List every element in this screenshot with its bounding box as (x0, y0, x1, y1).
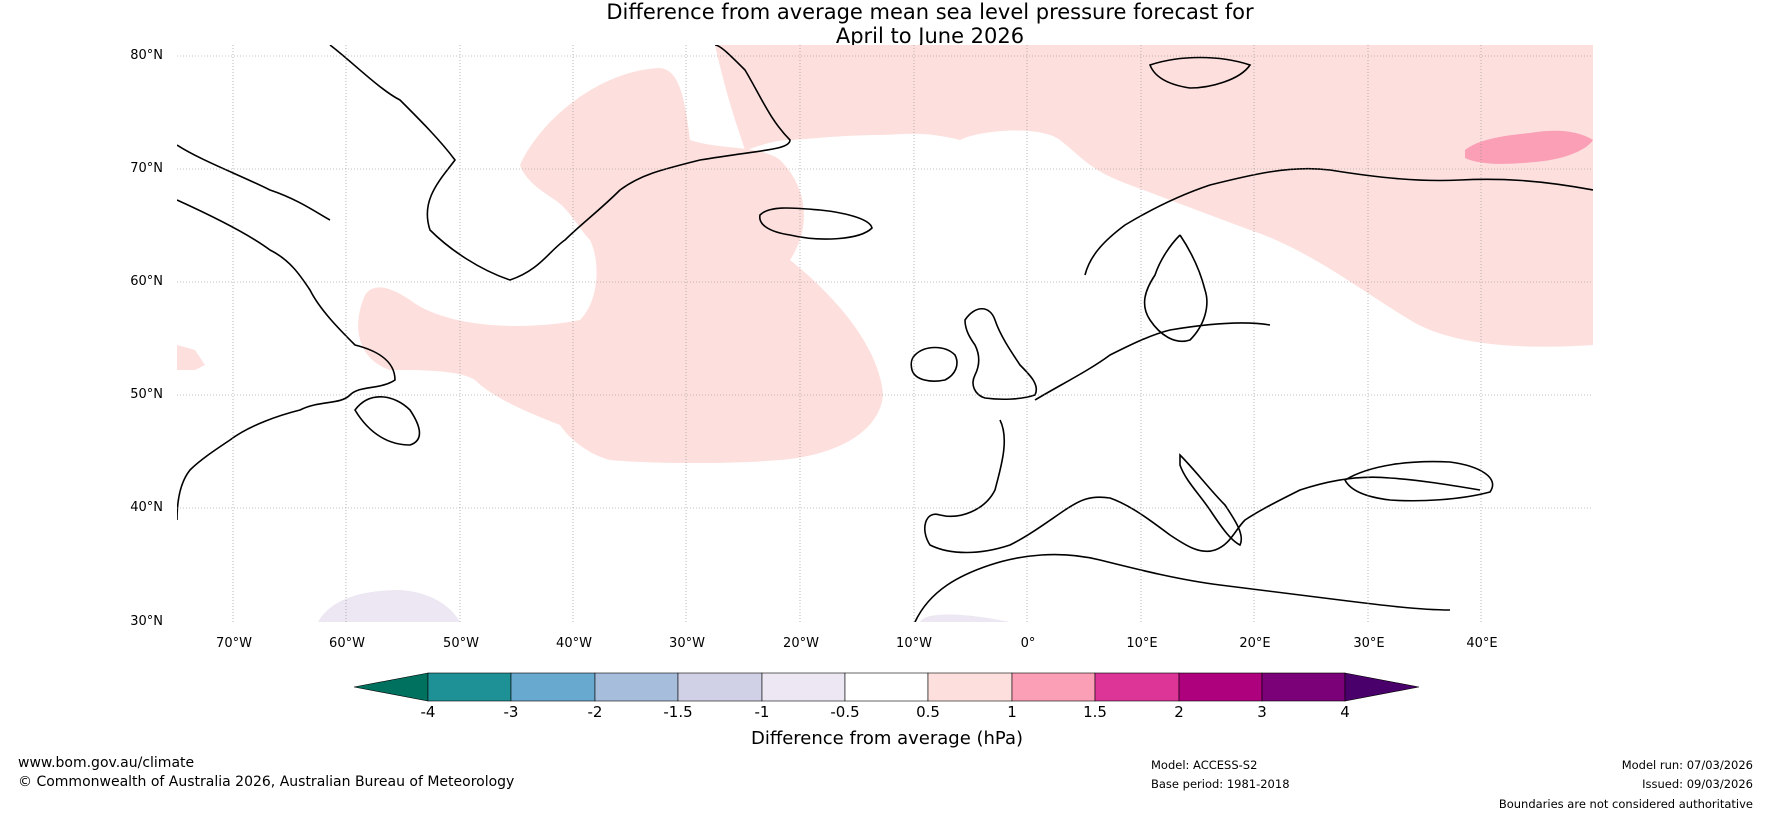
colorbar (353, 672, 1420, 702)
colorbar-tick-label: -1 (754, 703, 770, 721)
longitude-label: 40°W (556, 636, 592, 651)
colorbar-tick-label: 1.5 (1083, 703, 1107, 721)
coast-italy (1179, 453, 1243, 547)
anomaly-region-barents (1465, 130, 1593, 164)
colorbar-segment (1261, 672, 1346, 702)
copyright-text: © Commonwealth of Australia 2026, Austra… (18, 774, 515, 790)
colorbar-tick-label: 4 (1340, 703, 1350, 721)
graticule (177, 45, 1593, 622)
colorbar-segment (1094, 672, 1180, 702)
anomaly-region-atlantic (358, 68, 883, 464)
longitude-label: 30°E (1353, 636, 1385, 651)
anomaly-region-south (920, 614, 1010, 622)
title-line-2: April to June 2026 (835, 24, 1025, 48)
coast-europe (924, 322, 1481, 554)
issued-text: Issued: 09/03/2026 (1642, 777, 1753, 791)
latitude-label: 60°N (130, 274, 163, 289)
colorbar-extend-low (353, 672, 429, 702)
colorbar-segment (844, 672, 929, 702)
colorbar-segment (427, 672, 512, 702)
colorbar-segment (677, 672, 763, 702)
disclaimer-text: Boundaries are not considered authoritat… (1498, 797, 1753, 811)
coast-ireland (910, 346, 958, 382)
longitude-label: 10°W (896, 636, 932, 651)
anomaly-shading (177, 45, 1593, 622)
colorbar-title: Difference from average (hPa) (750, 728, 1024, 749)
longitude-label: 40°E (1466, 636, 1498, 651)
latitude-label: 40°N (130, 500, 163, 515)
coast-black-sea (1343, 460, 1494, 502)
latitude-label: 80°N (130, 48, 163, 63)
colorbar-tick-label: -4 (420, 703, 436, 721)
colorbar-segment (1178, 672, 1263, 702)
latitude-label: 30°N (130, 614, 163, 629)
coast-scandinavia (1084, 167, 1593, 342)
colorbar-segment (510, 672, 596, 702)
longitude-label: 20°W (783, 636, 819, 651)
longitude-label: 0° (1020, 636, 1036, 651)
colorbar-segment (761, 672, 846, 702)
title-line-1: Difference from average mean sea level p… (606, 0, 1254, 24)
model-text: Model: ACCESS-S2 (1151, 758, 1258, 772)
colorbar-extend-high (1344, 672, 1420, 702)
latitude-label: 50°N (130, 387, 163, 402)
anomaly-region-arctic (715, 45, 1593, 347)
coast-north-africa (914, 553, 1451, 622)
colorbar-tick-label: -3 (503, 703, 519, 721)
longitude-label: 60°W (329, 636, 365, 651)
coast-great-britain (964, 307, 1038, 401)
anomaly-region-southwest (318, 590, 460, 622)
anomaly-region-labrador (177, 345, 205, 370)
coast-greenland (329, 45, 791, 281)
coast-svalbard (1148, 56, 1252, 89)
colorbar-tick-label: 0.5 (916, 703, 940, 721)
coastlines (177, 45, 1593, 622)
model-run-text: Model run: 07/03/2026 (1621, 758, 1753, 772)
colorbar-tick-label: -0.5 (830, 703, 860, 721)
colorbar-segment (1011, 672, 1096, 702)
coast-newfoundland (354, 396, 421, 446)
coast-canada (177, 144, 396, 521)
colorbar-segment (594, 672, 679, 702)
longitude-label: 10°E (1126, 636, 1158, 651)
colorbar-tick-label: -2 (587, 703, 603, 721)
coast-iceland (759, 207, 873, 240)
longitude-label: 70°W (216, 636, 252, 651)
longitude-label: 20°E (1239, 636, 1271, 651)
website-link[interactable]: www.bom.gov.au/climate (18, 755, 195, 771)
colorbar-tick-label: 1 (1007, 703, 1017, 721)
latitude-label: 70°N (130, 161, 163, 176)
longitude-label: 30°W (669, 636, 705, 651)
map-title: Difference from average mean sea level p… (0, 0, 1770, 48)
colorbar-tick-label: 3 (1257, 703, 1267, 721)
colorbar-tick-label: 2 (1174, 703, 1184, 721)
colorbar-segment (927, 672, 1013, 702)
longitude-label: 50°W (443, 636, 479, 651)
base-period-text: Base period: 1981-2018 (1151, 777, 1290, 791)
colorbar-tick-label: -1.5 (663, 703, 693, 721)
